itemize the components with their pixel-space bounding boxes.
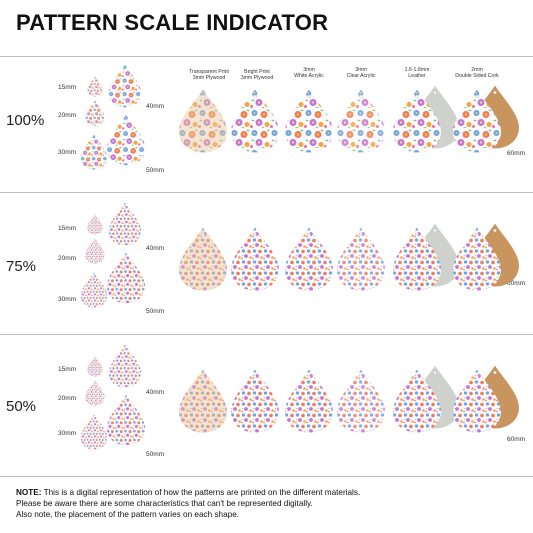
sample-leather-front bbox=[393, 89, 441, 153]
scale-label-100: 100% bbox=[6, 112, 45, 129]
size-label-15: 15mm bbox=[58, 225, 77, 232]
size-label-20: 20mm bbox=[58, 112, 77, 119]
sample-leather-front bbox=[393, 227, 441, 291]
sample-15mm bbox=[87, 76, 103, 97]
size-label-40: 40mm bbox=[146, 103, 165, 110]
note: NOTE: This is a digital representation o… bbox=[16, 487, 516, 520]
material-label: Bright Print 3mm Plywood bbox=[240, 69, 274, 81]
sample-cork-front bbox=[453, 227, 501, 291]
size-label-40: 40mm bbox=[146, 245, 165, 252]
sample-clear-acrylic bbox=[337, 89, 385, 153]
separator-line bbox=[0, 334, 533, 335]
size-label-20: 20mm bbox=[58, 395, 77, 402]
sample-40mm bbox=[108, 202, 142, 246]
sample-white-acrylic bbox=[285, 227, 333, 291]
sample-cork-front bbox=[453, 89, 501, 153]
material-label: 3mm Clear Acrylic bbox=[346, 67, 376, 79]
sample-plywood-transparent-print bbox=[179, 227, 227, 291]
sample-clear-acrylic bbox=[337, 369, 385, 433]
sample-20mm bbox=[85, 100, 105, 126]
sample-20mm bbox=[85, 380, 105, 406]
sample-leather-front bbox=[393, 369, 441, 433]
size-label-40: 40mm bbox=[146, 389, 165, 396]
size-label-60: 60mm bbox=[507, 436, 526, 443]
sample-plywood-transparent-print bbox=[179, 89, 227, 153]
size-label-30: 30mm bbox=[58, 296, 77, 303]
sample-plywood-transparent-print bbox=[179, 369, 227, 433]
sample-plywood-bright bbox=[231, 89, 279, 153]
size-label-60: 60mm bbox=[507, 280, 526, 287]
sample-clear-acrylic bbox=[337, 227, 385, 291]
size-label-30: 30mm bbox=[58, 149, 77, 156]
separator-line bbox=[0, 192, 533, 193]
note-line: Please be aware there are some character… bbox=[16, 499, 313, 509]
sample-30mm bbox=[80, 414, 108, 450]
sample-plywood-bright bbox=[231, 227, 279, 291]
page-title: PATTERN SCALE INDICATOR bbox=[16, 10, 329, 35]
scale-label-50: 50% bbox=[6, 398, 37, 415]
note-label: NOTE: bbox=[16, 488, 42, 497]
note-line: This is a digital representation of how … bbox=[43, 488, 361, 497]
sample-15mm bbox=[87, 214, 103, 235]
sample-white-acrylic bbox=[285, 89, 333, 153]
material-label: Transparent Print 3mm Plywood bbox=[189, 69, 229, 81]
sample-40mm bbox=[108, 344, 142, 388]
sample-40mm bbox=[108, 64, 142, 108]
sample-20mm bbox=[85, 238, 105, 264]
size-label-15: 15mm bbox=[58, 366, 77, 373]
sample-50mm bbox=[106, 394, 146, 446]
note-line: Also note, the placement of the pattern … bbox=[16, 510, 240, 520]
scale-label-75: 75% bbox=[6, 258, 37, 275]
sample-30mm bbox=[80, 272, 108, 308]
sample-50mm bbox=[106, 114, 146, 166]
sample-30mm bbox=[80, 134, 108, 170]
size-label-60: 60mm bbox=[507, 150, 526, 157]
sample-cork-front bbox=[453, 369, 501, 433]
sample-plywood-bright bbox=[231, 369, 279, 433]
size-label-50: 50mm bbox=[146, 308, 165, 315]
size-label-50: 50mm bbox=[146, 167, 165, 174]
size-label-20: 20mm bbox=[58, 255, 77, 262]
material-label: 1.6-1.8mm Leather bbox=[404, 67, 430, 79]
separator-line bbox=[0, 476, 533, 477]
sample-white-acrylic bbox=[285, 369, 333, 433]
sample-50mm bbox=[106, 252, 146, 304]
size-label-30: 30mm bbox=[58, 430, 77, 437]
size-label-15: 15mm bbox=[58, 84, 77, 91]
material-label: 2mm Double Sided Cork bbox=[455, 67, 499, 79]
separator-line bbox=[0, 56, 533, 57]
size-label-50: 50mm bbox=[146, 451, 165, 458]
material-label: 3mm White Acrylic bbox=[294, 67, 324, 79]
sample-15mm bbox=[87, 356, 103, 377]
